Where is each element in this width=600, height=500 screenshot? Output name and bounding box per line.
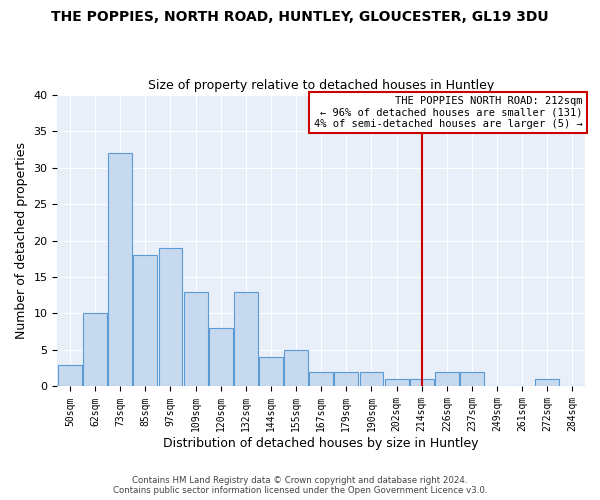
- Bar: [83, 314, 107, 386]
- Bar: [460, 372, 484, 386]
- Bar: [58, 364, 82, 386]
- Title: Size of property relative to detached houses in Huntley: Size of property relative to detached ho…: [148, 79, 494, 92]
- Text: THE POPPIES NORTH ROAD: 212sqm
← 96% of detached houses are smaller (131)
4% of : THE POPPIES NORTH ROAD: 212sqm ← 96% of …: [314, 96, 583, 129]
- Bar: [158, 248, 182, 386]
- X-axis label: Distribution of detached houses by size in Huntley: Distribution of detached houses by size …: [163, 437, 479, 450]
- Text: Contains HM Land Registry data © Crown copyright and database right 2024.
Contai: Contains HM Land Registry data © Crown c…: [113, 476, 487, 495]
- Bar: [359, 372, 383, 386]
- Bar: [259, 358, 283, 386]
- Bar: [309, 372, 333, 386]
- Bar: [234, 292, 258, 386]
- Bar: [133, 255, 157, 386]
- Text: THE POPPIES, NORTH ROAD, HUNTLEY, GLOUCESTER, GL19 3DU: THE POPPIES, NORTH ROAD, HUNTLEY, GLOUCE…: [51, 10, 549, 24]
- Bar: [410, 379, 434, 386]
- Bar: [184, 292, 208, 386]
- Bar: [435, 372, 459, 386]
- Bar: [535, 379, 559, 386]
- Bar: [108, 153, 132, 386]
- Bar: [284, 350, 308, 387]
- Bar: [334, 372, 358, 386]
- Bar: [385, 379, 409, 386]
- Bar: [209, 328, 233, 386]
- Y-axis label: Number of detached properties: Number of detached properties: [15, 142, 28, 339]
